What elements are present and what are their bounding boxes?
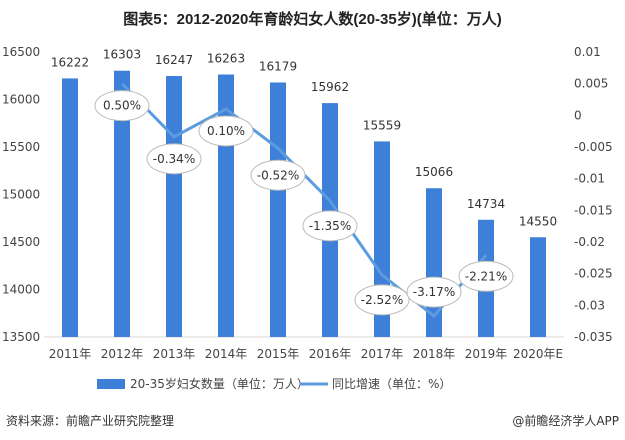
growth-label-bubble (250, 159, 306, 191)
x-tick-label: 2019年 (465, 347, 508, 361)
growth-value-label: -0.52% (257, 168, 299, 182)
legend-bar-label: 20-35岁妇女数量（单位：万人） (130, 376, 309, 391)
bar (114, 70, 130, 337)
growth-label-bubble (146, 143, 202, 175)
right-tick-label: -0.025 (574, 267, 613, 281)
right-tick-label: -0.035 (574, 330, 613, 344)
growth-value-label: 0.10% (207, 124, 245, 138)
chart-title: 图表5：2012-2020年育龄妇女人数(20-35岁)(单位：万人) (123, 11, 502, 28)
x-tick-label: 2014年 (205, 347, 248, 361)
right-tick-label: -0.01 (574, 172, 605, 186)
growth-label-bubble (302, 210, 358, 242)
right-tick-label: 0.005 (574, 77, 608, 91)
x-tick-label: 2018年 (413, 347, 456, 361)
bar-value-label: 16222 (51, 55, 89, 69)
legend-bar-swatch (97, 379, 125, 389)
bar-value-label: 15066 (415, 165, 453, 179)
legend-line-label: 同比增速（单位：%） (332, 376, 451, 391)
growth-label-bubble (406, 276, 462, 308)
brand-credit: @前瞻经济学人APP (512, 414, 619, 428)
bar-value-label: 15962 (311, 80, 349, 94)
bar-value-label: 16247 (155, 53, 193, 67)
x-tick-label: 2015年 (257, 347, 300, 361)
left-tick-label: 16000 (2, 93, 40, 107)
bar-value-label: 16303 (103, 48, 141, 62)
x-tick-label: 2017年 (361, 347, 404, 361)
right-tick-label: 0 (574, 108, 582, 122)
x-tick-label: 2011年 (49, 347, 92, 361)
growth-label-bubble (198, 115, 254, 147)
right-tick-label: -0.005 (574, 140, 613, 154)
left-tick-label: 14000 (2, 283, 40, 297)
growth-value-label: -0.34% (153, 152, 195, 166)
growth-value-label: -2.52% (361, 293, 403, 307)
growth-value-label: 0.50% (103, 99, 141, 113)
bar (62, 78, 78, 337)
x-tick-label: 2013年 (153, 347, 196, 361)
right-tick-label: -0.015 (574, 203, 613, 217)
growth-label-bubble (458, 260, 514, 292)
source-note: 资料来源：前瞻产业研究院整理 (6, 414, 175, 428)
growth-label-bubble (354, 284, 410, 316)
bar-value-label: 14734 (467, 197, 505, 211)
bar (166, 76, 182, 337)
left-tick-label: 14500 (2, 235, 40, 249)
growth-label-bubble (94, 90, 150, 122)
bar-value-label: 16179 (259, 59, 297, 73)
bar-value-label: 16263 (207, 52, 245, 66)
growth-value-label: -3.17% (413, 285, 455, 299)
bar (270, 82, 286, 338)
right-tick-label: -0.02 (574, 235, 605, 249)
x-tick-label: 2012年 (101, 347, 144, 361)
bar-value-label: 15559 (363, 118, 401, 132)
left-tick-label: 15500 (2, 140, 40, 154)
left-tick-label: 16500 (2, 45, 40, 59)
x-tick-label: 2016年 (309, 347, 352, 361)
bar (530, 237, 546, 337)
bar-value-label: 14550 (519, 214, 557, 228)
x-tick-label: 2020年E (513, 347, 563, 361)
growth-value-label: -2.21% (465, 269, 507, 283)
growth-value-label: -1.35% (309, 219, 351, 233)
right-tick-label: -0.03 (574, 298, 605, 312)
left-tick-label: 13500 (2, 330, 40, 344)
left-tick-label: 15000 (2, 188, 40, 202)
right-tick-label: 0.01 (574, 45, 601, 59)
